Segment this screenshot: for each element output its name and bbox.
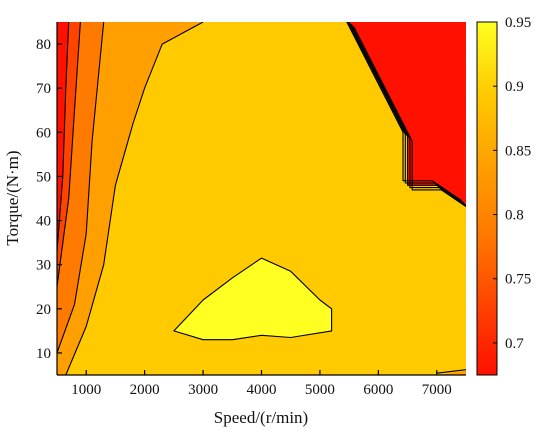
x-axis-title: Speed/(r/min) [214, 408, 308, 427]
low-efficiency-region [349, 22, 466, 206]
contour-band-3 [65, 22, 466, 375]
x-tick-label: 1000 [71, 382, 101, 398]
colorbar-tick-label: 0.75 [505, 272, 531, 288]
x-tick-label: 6000 [363, 382, 393, 398]
low-region-contour-0 [346, 22, 462, 201]
y-tick-label: 40 [36, 214, 51, 230]
corner-contour-line [436, 369, 466, 374]
contour-line-1 [57, 22, 81, 287]
corner-band [436, 370, 466, 375]
y-tick-label: 50 [36, 169, 51, 185]
axes [56, 22, 466, 376]
low-region-contour-4 [353, 26, 466, 208]
y-tick-label: 80 [36, 37, 51, 53]
colorbar-tick-label: 0.7 [505, 336, 524, 352]
contour-line-4 [173, 257, 333, 341]
y-tick-label: 10 [36, 346, 51, 362]
y-tick-label: 30 [36, 258, 51, 274]
y-tick-label: 60 [36, 125, 51, 141]
colorbar-tick-label: 0.8 [505, 208, 524, 224]
low-region-contour-3 [350, 24, 466, 207]
x-tick-label: 3000 [188, 382, 218, 398]
colorbar-scale [476, 21, 498, 376]
x-tick-label: 4000 [247, 382, 277, 398]
x-tick-label: 5000 [305, 382, 335, 398]
contour-line-2 [57, 22, 105, 354]
plot-area [57, 22, 466, 375]
colorbar: 0.7 0.75 0.8 0.85 0.9 0.95 [476, 15, 531, 376]
low-region-contour-1 [347, 22, 465, 204]
x-tick-label: 2000 [130, 382, 160, 398]
contour-line-3 [65, 22, 204, 375]
colorbar-tick-label: 0.95 [505, 15, 531, 31]
colorbar-tick-label: 0.85 [505, 143, 531, 159]
low-region-contour-2 [348, 22, 466, 206]
y-tick-label: 20 [36, 302, 51, 318]
tick-labels: 1000 2000 3000 4000 5000 6000 7000 10 20 30 40 50 60… [36, 37, 452, 398]
colorbar-tick-label: 0.9 [505, 79, 524, 95]
y-axis-title: Torque/(N·m) [3, 150, 22, 245]
contour-line-0 [57, 22, 70, 252]
contour-band-4 [173, 258, 332, 340]
y-tick-label: 70 [36, 81, 51, 97]
x-tick-label: 7000 [422, 382, 452, 398]
